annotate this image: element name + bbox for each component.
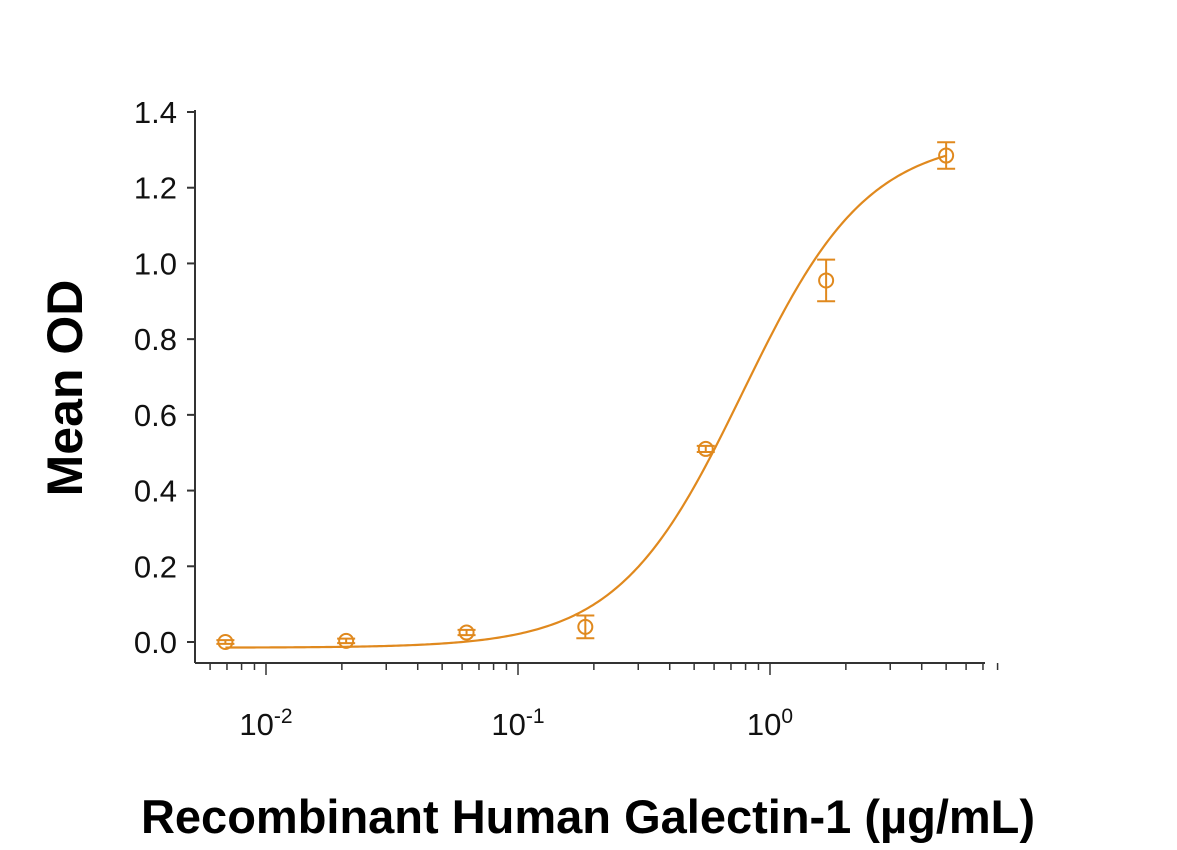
fit-curve xyxy=(225,154,947,649)
x-ticks: 10-2 10-1 100 xyxy=(209,663,999,742)
data-point xyxy=(457,624,476,641)
data-point xyxy=(337,632,356,649)
data-marker xyxy=(217,634,234,650)
y-ticks: 0.0 0.2 0.4 0.6 0.8 1.0 1.2 1.4 xyxy=(134,95,195,660)
y-tick-label: 0.2 xyxy=(134,549,177,584)
data-point xyxy=(216,634,235,650)
data-point xyxy=(696,440,715,457)
data-marker xyxy=(577,618,594,635)
y-tick-label: 0.6 xyxy=(134,398,177,433)
x-tick-label: 10-2 xyxy=(239,705,292,742)
data-marker xyxy=(458,624,475,641)
data-point xyxy=(576,614,595,640)
y-tick-label: 1.2 xyxy=(134,171,177,206)
y-tick-label: 0.8 xyxy=(134,322,177,357)
data-marker xyxy=(697,440,714,457)
y-axis-title: Mean OD xyxy=(37,280,93,497)
y-tick-label: 1.0 xyxy=(134,246,177,281)
y-tick-label: 0.4 xyxy=(134,474,177,509)
x-tick-label: 10-1 xyxy=(491,705,544,742)
data-marker xyxy=(338,632,355,649)
data-point xyxy=(937,141,956,170)
x-tick-label: 100 xyxy=(747,705,793,742)
data-point xyxy=(817,258,836,303)
y-tick-label: 0.0 xyxy=(134,625,177,660)
data-marker xyxy=(818,272,835,289)
x-axis-title: Recombinant Human Galectin-1 (µg/mL) xyxy=(141,790,1035,843)
y-axis: 0.0 0.2 0.4 0.6 0.8 1.0 1.2 1.4 xyxy=(134,95,196,663)
data-points xyxy=(216,141,956,650)
x-axis: 10-2 10-1 100 xyxy=(195,662,999,742)
data-marker xyxy=(938,147,955,164)
y-tick-label: 1.4 xyxy=(134,95,177,130)
